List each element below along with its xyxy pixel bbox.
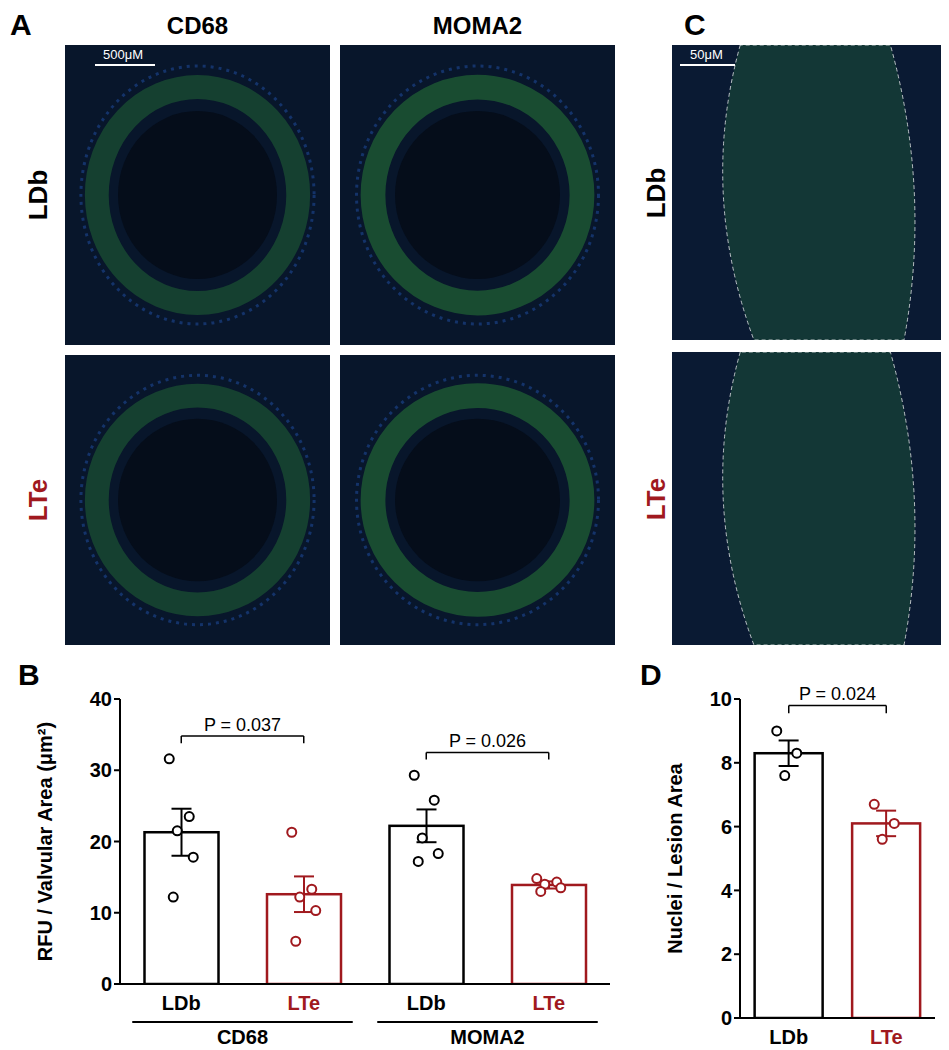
svg-text:2: 2 <box>721 943 732 965</box>
svg-text:P = 0.024: P = 0.024 <box>799 684 876 704</box>
svg-text:P = 0.037: P = 0.037 <box>204 715 281 735</box>
html-text:C: C <box>684 8 706 41</box>
svg-text:LTe: LTe <box>870 1026 903 1048</box>
html-text:LTe: LTe <box>640 477 671 520</box>
svg-text:40: 40 <box>90 688 112 710</box>
html-text:D: D <box>640 658 662 691</box>
html-text:LDb: LDb <box>22 169 53 221</box>
svg-text:0: 0 <box>101 973 112 995</box>
html-text:500μM: 500μM <box>103 47 143 62</box>
svg-text:LDb: LDb <box>769 1026 808 1048</box>
svg-text:0: 0 <box>721 1007 732 1029</box>
html-text:MOMA2: MOMA2 <box>432 12 523 39</box>
svg-text:MOMA2: MOMA2 <box>450 1026 524 1048</box>
svg-text:RFU / Valvular Area (μm²): RFU / Valvular Area (μm²) <box>34 722 56 961</box>
svg-text:10: 10 <box>710 688 732 710</box>
html-text:50μM: 50μM <box>690 47 723 62</box>
svg-text:6: 6 <box>721 816 732 838</box>
svg-text:4: 4 <box>721 880 733 902</box>
svg-text:LTe: LTe <box>532 992 565 1014</box>
html-text:LDb: LDb <box>640 167 671 218</box>
svg-text:Nuclei / Lesion Area: Nuclei / Lesion Area <box>664 762 686 953</box>
svg-text:20: 20 <box>90 831 112 853</box>
html-text:LTe: LTe <box>22 478 53 522</box>
svg-text:LTe: LTe <box>287 992 320 1014</box>
html-text:B: B <box>18 658 40 691</box>
svg-text:P = 0.026: P = 0.026 <box>449 731 526 751</box>
svg-text:CD68: CD68 <box>217 1026 268 1048</box>
svg-text:LDb: LDb <box>407 992 446 1014</box>
svg-text:10: 10 <box>90 902 112 924</box>
svg-text:LDb: LDb <box>162 992 201 1014</box>
svg-text:8: 8 <box>721 752 732 774</box>
svg-text:30: 30 <box>90 759 112 781</box>
html-text:CD68: CD68 <box>166 12 229 39</box>
html-text:A: A <box>10 8 32 41</box>
